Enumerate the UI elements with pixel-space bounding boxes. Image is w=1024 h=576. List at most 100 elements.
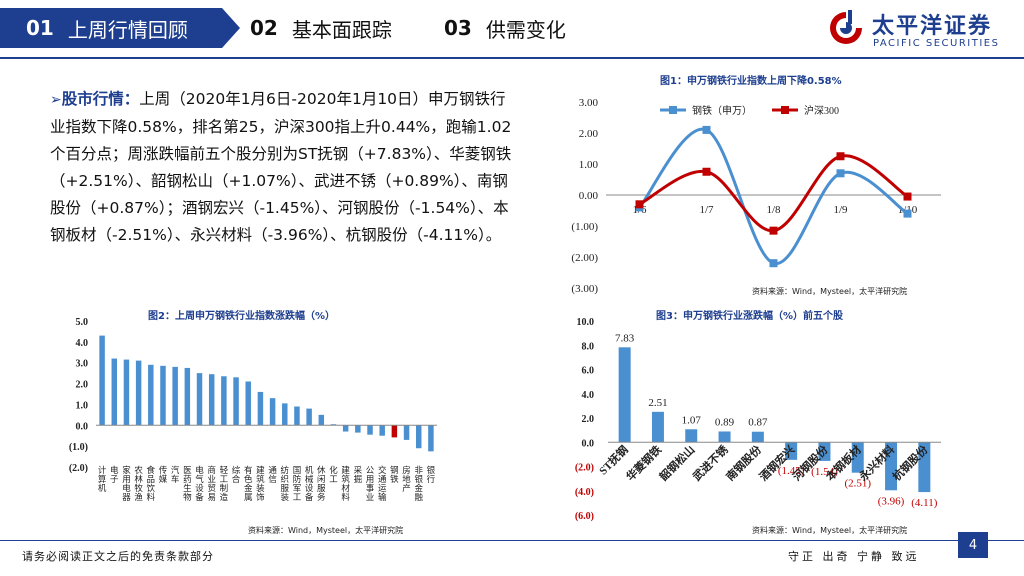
x-tick-label: 传媒 [159, 465, 168, 484]
x-tick-label: 电子 [110, 465, 119, 484]
bar [172, 366, 178, 426]
bar [135, 360, 142, 426]
tab-number: 03 [444, 16, 472, 40]
bar [148, 364, 154, 426]
tab-label: 供需变化 [485, 17, 566, 42]
legend-marker [781, 106, 789, 114]
data-point [903, 192, 912, 201]
x-tick-label: 华菱钢铁 [623, 442, 664, 483]
tab-fundamentals[interactable]: 02 基本面跟踪 [250, 8, 392, 48]
bar [751, 431, 764, 443]
bar [160, 365, 166, 426]
y-tick-label: (2.0) [575, 463, 594, 474]
x-tick-label: 纺织服装 [281, 465, 290, 502]
x-tick-label: 交通运输 [378, 465, 387, 502]
bar [196, 373, 203, 426]
bar [208, 374, 215, 426]
bar [818, 442, 831, 461]
legend-label: 沪深300 [804, 104, 839, 117]
bullet-arrow-icon: ➢ [50, 92, 62, 108]
data-label: 0.89 [715, 416, 735, 428]
x-tick-label: 电气设备 [195, 465, 204, 502]
x-tick-label: 计算机 [98, 465, 107, 493]
bar [785, 442, 798, 460]
bar [99, 335, 105, 426]
y-tick-label: (6.0) [575, 511, 594, 522]
market-summary: ➢股市行情：上周（2020年1月6日-2020年1月10日）申万钢铁行业指数下降… [50, 86, 520, 249]
chart-industry-change: 图2：上周申万钢铁行业指数涨跌幅（%） 5.0 4.0 3.0 2.0 1.0 0.0 (1… [52, 305, 452, 537]
x-tick-label: 国防军工 [293, 465, 302, 502]
data-label: (2.51) [844, 478, 871, 490]
x-tick-label: 1/9 [833, 204, 848, 216]
y-tick-label: 1.0 [76, 400, 89, 411]
footer-divider [0, 540, 1024, 541]
x-tick-label: 建筑装饰 [256, 465, 265, 502]
data-point [702, 167, 711, 176]
data-label: 0.87 [748, 417, 768, 429]
data-point [903, 209, 912, 218]
y-tick-label: 8.0 [582, 341, 595, 352]
chart-top-stocks: 图3：申万钢铁行业涨跌幅（%）前五个股 10.0 8.0 6.0 4.0 2.0 0.0 (… [556, 305, 956, 537]
bar [257, 391, 264, 426]
legend-marker [669, 106, 677, 114]
y-tick-label: 1.00 [579, 159, 599, 171]
chart-title: 图3：申万钢铁行业涨跌幅（%）前五个股 [656, 311, 843, 322]
x-tick-label: 通信 [268, 465, 277, 484]
bar [282, 403, 288, 426]
y-tick-label: 0.0 [76, 421, 89, 432]
data-label: (3.96) [878, 495, 905, 507]
chart-source: 资料来源：Wind，Mysteel，太平洋研究院 [248, 526, 404, 535]
data-label: 7.83 [615, 332, 635, 344]
chart-title: 图2：上周申万钢铁行业指数涨跌幅（%） [148, 311, 335, 322]
bar [330, 424, 337, 426]
y-tick-label: (3.00) [571, 283, 598, 295]
x-tick-label: 非银金融 [414, 465, 423, 502]
tab-label: 上周行情回顾 [67, 17, 188, 42]
header-divider [0, 57, 1024, 59]
x-tick-label: 房地产 [402, 465, 411, 493]
bar [415, 425, 422, 449]
x-tick-label: 机械设备 [305, 465, 314, 502]
x-tick-label: 商业贸易 [207, 465, 216, 502]
data-point [836, 152, 845, 161]
x-tick-label: 建筑材料 [341, 465, 350, 502]
bar [294, 406, 300, 426]
bar [851, 442, 864, 473]
data-point [769, 226, 778, 235]
bar [379, 425, 385, 436]
x-tick-label: 钢铁 [390, 465, 399, 484]
data-label: 2.51 [648, 397, 667, 409]
bar [355, 425, 361, 433]
x-tick-label: 银行 [427, 465, 436, 484]
page-number: 4 [958, 532, 988, 558]
data-point [769, 259, 778, 268]
x-tick-label: 家用电器 [122, 465, 131, 502]
y-tick-label: 5.0 [76, 317, 89, 328]
data-point [836, 169, 845, 178]
x-tick-label: 食品饮料 [147, 465, 156, 502]
bar [318, 414, 325, 426]
y-tick-label: (2.00) [571, 252, 598, 264]
bar [918, 442, 931, 493]
bar [651, 411, 664, 443]
chart-index-weekly: 图1：申万钢铁行业指数上周下降0.58% 3.00 2.00 1.00 0.00 (1.… [556, 70, 956, 302]
disclaimer: 请务必阅读正文之后的免责条款部分 [22, 550, 214, 563]
data-label: (4.11) [911, 497, 938, 509]
x-tick-label: 1/8 [766, 204, 781, 216]
bar [342, 425, 349, 432]
data-label: (1.45) [778, 465, 805, 477]
bar [111, 358, 118, 426]
tab-market-review[interactable]: 01 上周行情回顾 [0, 8, 240, 48]
y-tick-label: 2.0 [76, 380, 89, 391]
tab-supply-demand[interactable]: 03 供需变化 [444, 8, 566, 48]
line-chart: 3.002.001.000.00(1.00)(2.00)(3.00)1/61/7… [571, 97, 941, 295]
chart-title: 图1：申万钢铁行业指数上周下降0.58% [660, 76, 842, 87]
x-tick-label: 化工 [329, 465, 338, 484]
bar [184, 367, 191, 426]
header: 01 上周行情回顾 02 基本面跟踪 03 供需变化 太平洋证券 PACIFIC… [0, 0, 1024, 60]
y-tick-label: 3.00 [579, 97, 599, 109]
series-line [638, 127, 909, 265]
x-tick-label: 南钢股份 [723, 442, 765, 484]
y-tick-label: 0.00 [579, 190, 599, 202]
bar [391, 425, 398, 438]
